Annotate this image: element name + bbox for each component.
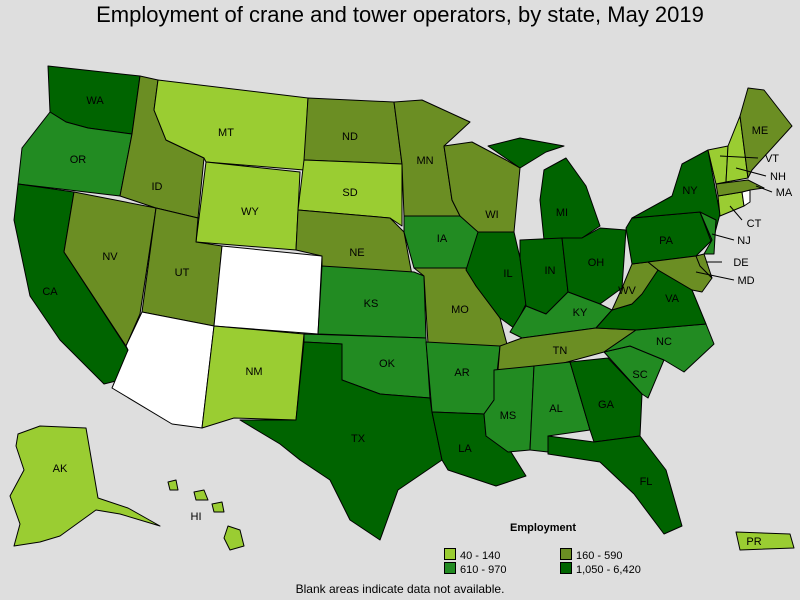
label-ut: UT <box>175 267 190 279</box>
label-in: IN <box>545 265 556 277</box>
label-tx: TX <box>351 433 366 445</box>
legend-label: 40 - 140 <box>460 550 501 562</box>
label-pr: PR <box>746 536 761 548</box>
legend-item: 1,050 - 6,420 <box>560 562 641 576</box>
label-md: MD <box>737 275 754 287</box>
label-nc: NC <box>656 336 672 348</box>
label-nm: NM <box>245 366 262 378</box>
label-nh: NH <box>770 171 786 183</box>
label-oh: OH <box>588 257 605 269</box>
label-de: DE <box>733 257 748 269</box>
state-mi[interactable] <box>487 137 601 241</box>
label-ok: OK <box>379 358 396 370</box>
state-ks[interactable] <box>317 265 427 339</box>
label-la: LA <box>458 443 472 455</box>
state-co[interactable] <box>213 245 323 335</box>
leader-vt <box>719 155 759 159</box>
label-mt: MT <box>218 127 234 139</box>
label-hi: HI <box>191 511 202 523</box>
footnote: Blank areas indicate data not available. <box>295 582 505 596</box>
legend-label: 160 - 590 <box>576 550 623 562</box>
label-al: AL <box>549 403 562 415</box>
legend-item: 160 - 590 <box>560 548 622 562</box>
state-ak[interactable] <box>9 425 161 547</box>
legend-label: 1,050 - 6,420 <box>576 564 641 576</box>
state-me[interactable] <box>739 87 793 179</box>
state-fl[interactable] <box>547 435 683 535</box>
legend-swatch <box>560 548 572 560</box>
label-ks: KS <box>364 298 379 310</box>
leader-nh <box>735 167 767 177</box>
label-ia: IA <box>437 233 448 245</box>
leader-ma <box>755 185 773 193</box>
label-ky: KY <box>573 307 588 319</box>
state-tx[interactable] <box>239 341 443 541</box>
state-hi[interactable] <box>167 479 245 551</box>
state-sd[interactable] <box>297 159 403 227</box>
label-sd: SD <box>342 187 357 199</box>
label-fl: FL <box>640 476 653 488</box>
label-id: ID <box>152 181 163 193</box>
label-ga: GA <box>598 399 615 411</box>
label-me: ME <box>752 125 769 137</box>
legend-label: 610 - 970 <box>460 564 507 576</box>
legend-swatch <box>444 548 456 560</box>
label-wi: WI <box>485 209 498 221</box>
label-sc: SC <box>632 369 647 381</box>
map-title: Employment of crane and tower operators,… <box>96 2 704 27</box>
legend-swatch <box>444 562 456 574</box>
label-or: OR <box>70 154 87 166</box>
leader-md <box>695 271 735 281</box>
label-wa: WA <box>86 95 104 107</box>
legend-title: Employment <box>510 522 577 534</box>
legend-item: 610 - 970 <box>444 562 506 576</box>
label-vt: VT <box>765 153 779 165</box>
state-de[interactable] <box>695 253 713 279</box>
label-ct: CT <box>747 218 762 230</box>
label-ar: AR <box>454 367 469 379</box>
state-nj[interactable] <box>699 211 717 255</box>
label-il: IL <box>503 268 512 280</box>
label-va: VA <box>665 293 680 305</box>
label-ne: NE <box>349 247 364 259</box>
leader-ct <box>729 205 743 221</box>
label-mn: MN <box>416 155 433 167</box>
state-nm[interactable] <box>201 325 305 429</box>
label-pa: PA <box>659 235 674 247</box>
label-nv: NV <box>102 251 118 263</box>
label-wv: WV <box>618 285 636 297</box>
label-nj: NJ <box>737 235 750 247</box>
leader-nj <box>711 233 735 241</box>
label-mo: MO <box>451 304 469 316</box>
label-mi: MI <box>556 207 568 219</box>
legend-item: 40 - 140 <box>444 548 500 562</box>
state-ri[interactable] <box>741 189 751 207</box>
legend-swatch <box>560 562 572 574</box>
label-wy: WY <box>241 206 259 218</box>
label-ca: CA <box>42 286 58 298</box>
label-ak: AK <box>53 463 68 475</box>
label-ms: MS <box>500 410 517 422</box>
label-nd: ND <box>342 131 358 143</box>
state-ma[interactable] <box>715 179 765 197</box>
label-ny: NY <box>682 185 698 197</box>
label-ma: MA <box>776 187 793 199</box>
state-pr[interactable] <box>735 531 795 551</box>
label-tn: TN <box>553 345 568 357</box>
